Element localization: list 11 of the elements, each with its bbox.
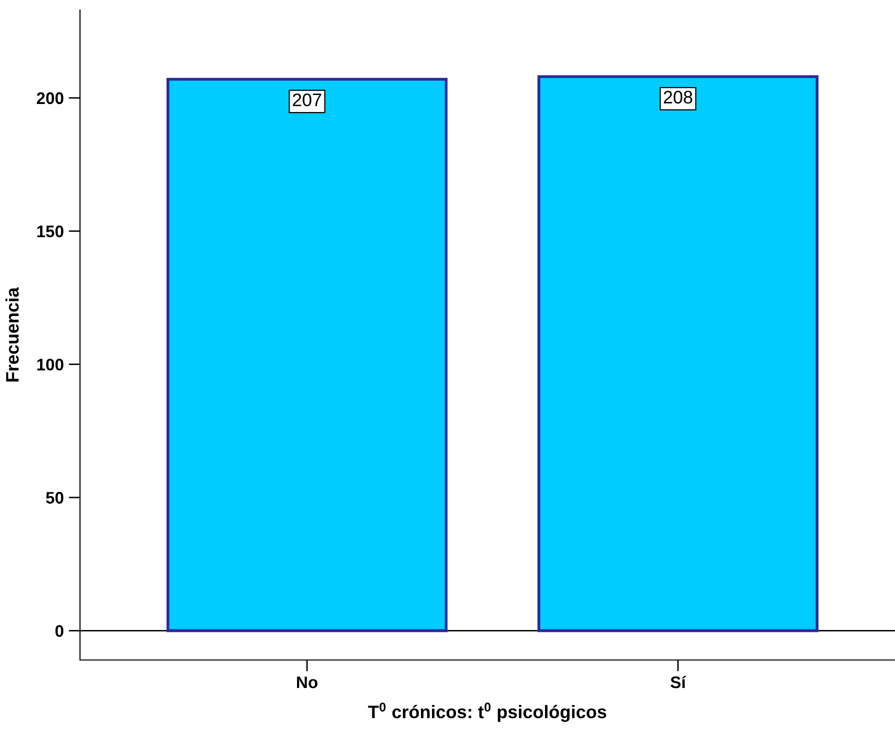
x-tick-label: No	[297, 676, 318, 688]
x-tick-label: Sí	[670, 676, 686, 688]
data-label: 207	[292, 93, 322, 106]
y-tick-label: 200	[36, 92, 64, 104]
data-label: 208	[664, 90, 692, 104]
y-tick-label: 150	[37, 226, 64, 238]
y-tick-label: 50	[46, 492, 64, 504]
y-tick-label: 100	[37, 358, 64, 371]
x-axis-title: T$^{0}$ crónicos: t$^{0}$ psicológicos	[368, 702, 606, 722]
y-tick-label: 0	[55, 625, 64, 637]
y-axis-title: Frecuencia	[6, 287, 19, 382]
